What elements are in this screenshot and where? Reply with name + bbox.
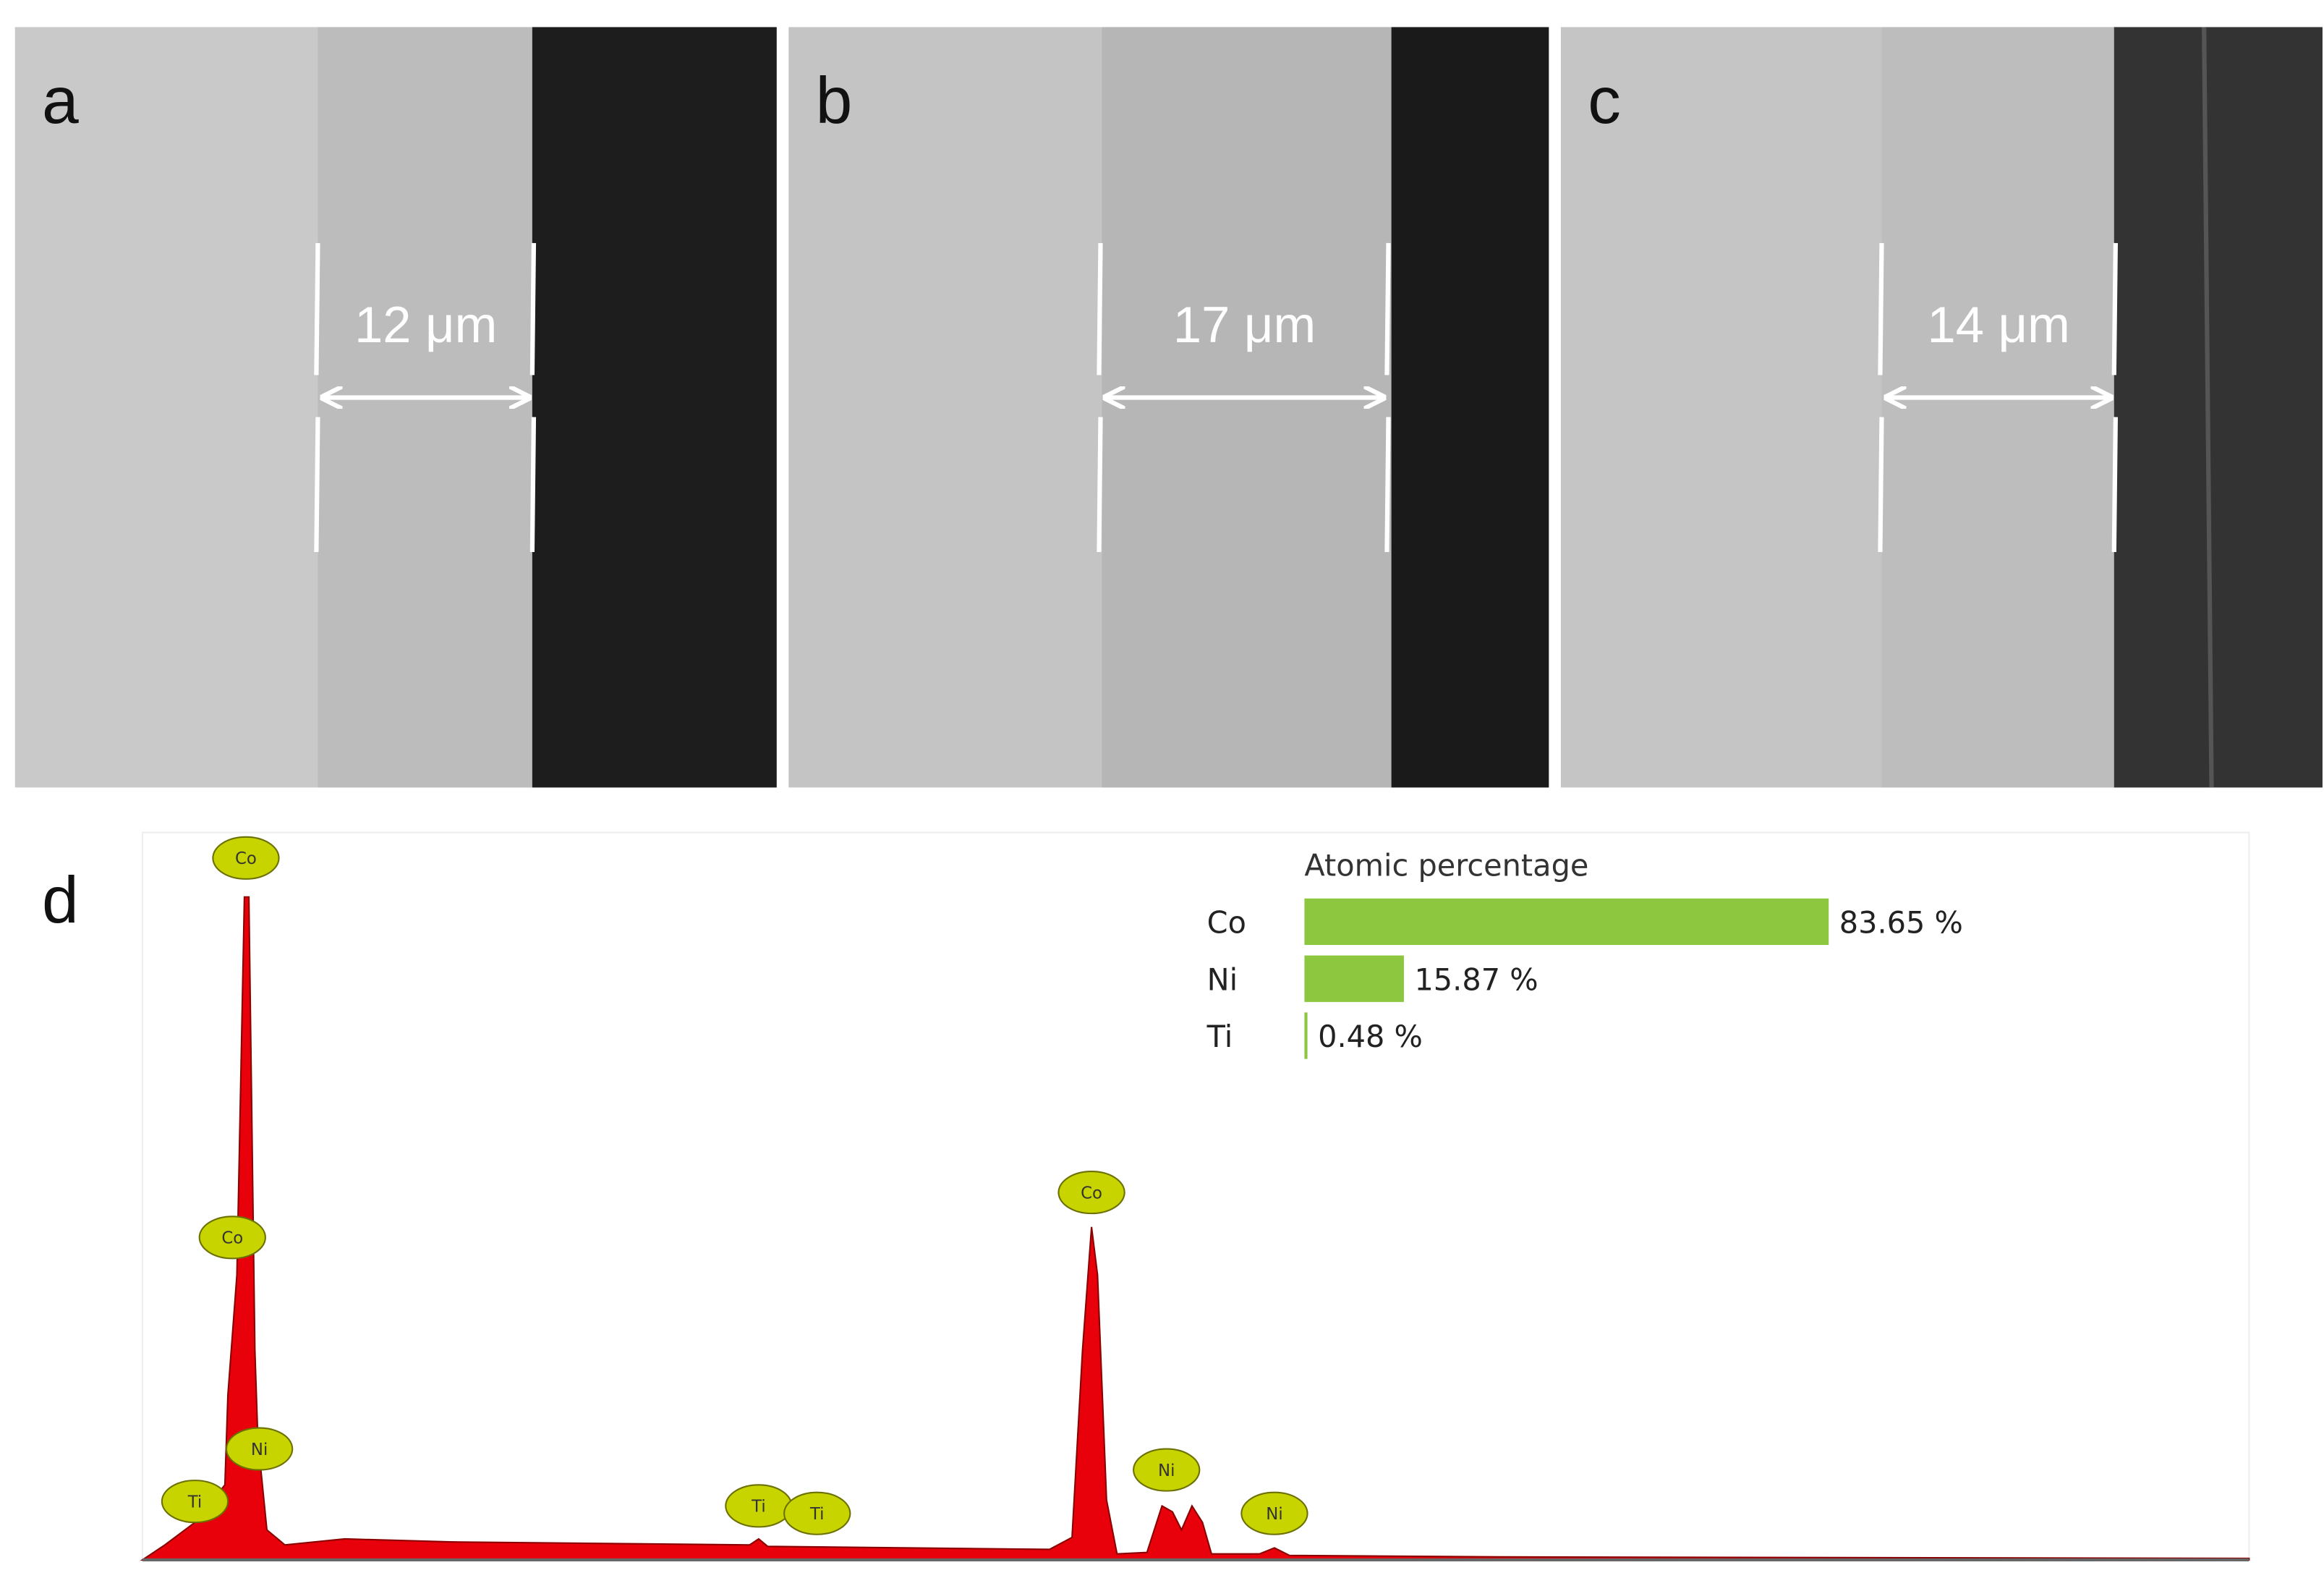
chart-title: Atomic percentage <box>1304 849 1588 883</box>
measure-tick <box>314 242 320 376</box>
measure-tick <box>2111 242 2118 376</box>
sem-panel-b <box>788 27 1549 788</box>
peak-labels: Co Co Ni Ti Ti Ti Co Ni Ni <box>161 836 1308 1535</box>
category-label: Co <box>1207 905 1246 940</box>
peak-marker <box>225 1427 294 1471</box>
bar <box>1304 898 1829 946</box>
measure-tick <box>1384 242 1391 376</box>
measure-tick <box>1878 417 1884 553</box>
peak-label: Co <box>1081 1184 1102 1202</box>
peak-marker <box>1133 1448 1201 1492</box>
measure-tick <box>1097 417 1103 553</box>
atomic-chart: Atomic percentage Co 83.65 % Ni 15.87 % Ti 0.… <box>1206 849 1963 1059</box>
peak-label: Co <box>221 1229 243 1248</box>
peak-label: Ti <box>187 1493 203 1511</box>
value-label: 83.65 % <box>1839 905 1963 940</box>
thickness-label: 17 μm <box>1173 296 1316 353</box>
peak-marker <box>1240 1491 1308 1535</box>
peak-label: Ti <box>809 1505 825 1524</box>
peak-label: Ni <box>1158 1462 1175 1480</box>
panel-label: b <box>816 64 853 137</box>
category-label: Ni <box>1207 962 1238 997</box>
measure-tick <box>1384 417 1391 553</box>
peak-label: Ti <box>751 1498 766 1517</box>
bar <box>1304 955 1404 1002</box>
peak-marker <box>198 1216 266 1260</box>
measure-tick <box>529 242 537 376</box>
panel-label: a <box>42 64 79 137</box>
peak-label: Ni <box>1266 1505 1282 1524</box>
peak-label: Co <box>235 849 257 868</box>
panel-label: d <box>42 863 79 937</box>
panel-overlays: a 12 μm b 17 μm c 14 μm <box>42 64 2118 553</box>
spectrum-frame <box>141 831 2250 1561</box>
peak-marker <box>161 1480 229 1524</box>
thickness-label: 12 μm <box>354 296 497 353</box>
peak-marker <box>1057 1171 1125 1215</box>
bar <box>1304 1012 1308 1059</box>
thickness-label: 14 μm <box>1928 296 2070 353</box>
peak-label: Ni <box>251 1441 268 1459</box>
sem-panel-a <box>14 27 777 788</box>
measure-tick <box>1878 242 1884 376</box>
measure-tick <box>529 417 537 553</box>
peak-marker <box>783 1491 851 1535</box>
measure-tick <box>2111 417 2118 553</box>
value-label: 15.87 % <box>1414 962 1538 997</box>
value-label: 0.48 % <box>1318 1019 1423 1054</box>
category-label: Ti <box>1206 1019 1233 1054</box>
peak-marker <box>212 836 280 880</box>
panel-label: c <box>1588 64 1621 137</box>
measure-tick <box>1097 242 1103 376</box>
eds-spectrum <box>140 896 2250 1561</box>
measure-tick <box>314 417 320 553</box>
sem-panel-c <box>1560 27 2323 788</box>
